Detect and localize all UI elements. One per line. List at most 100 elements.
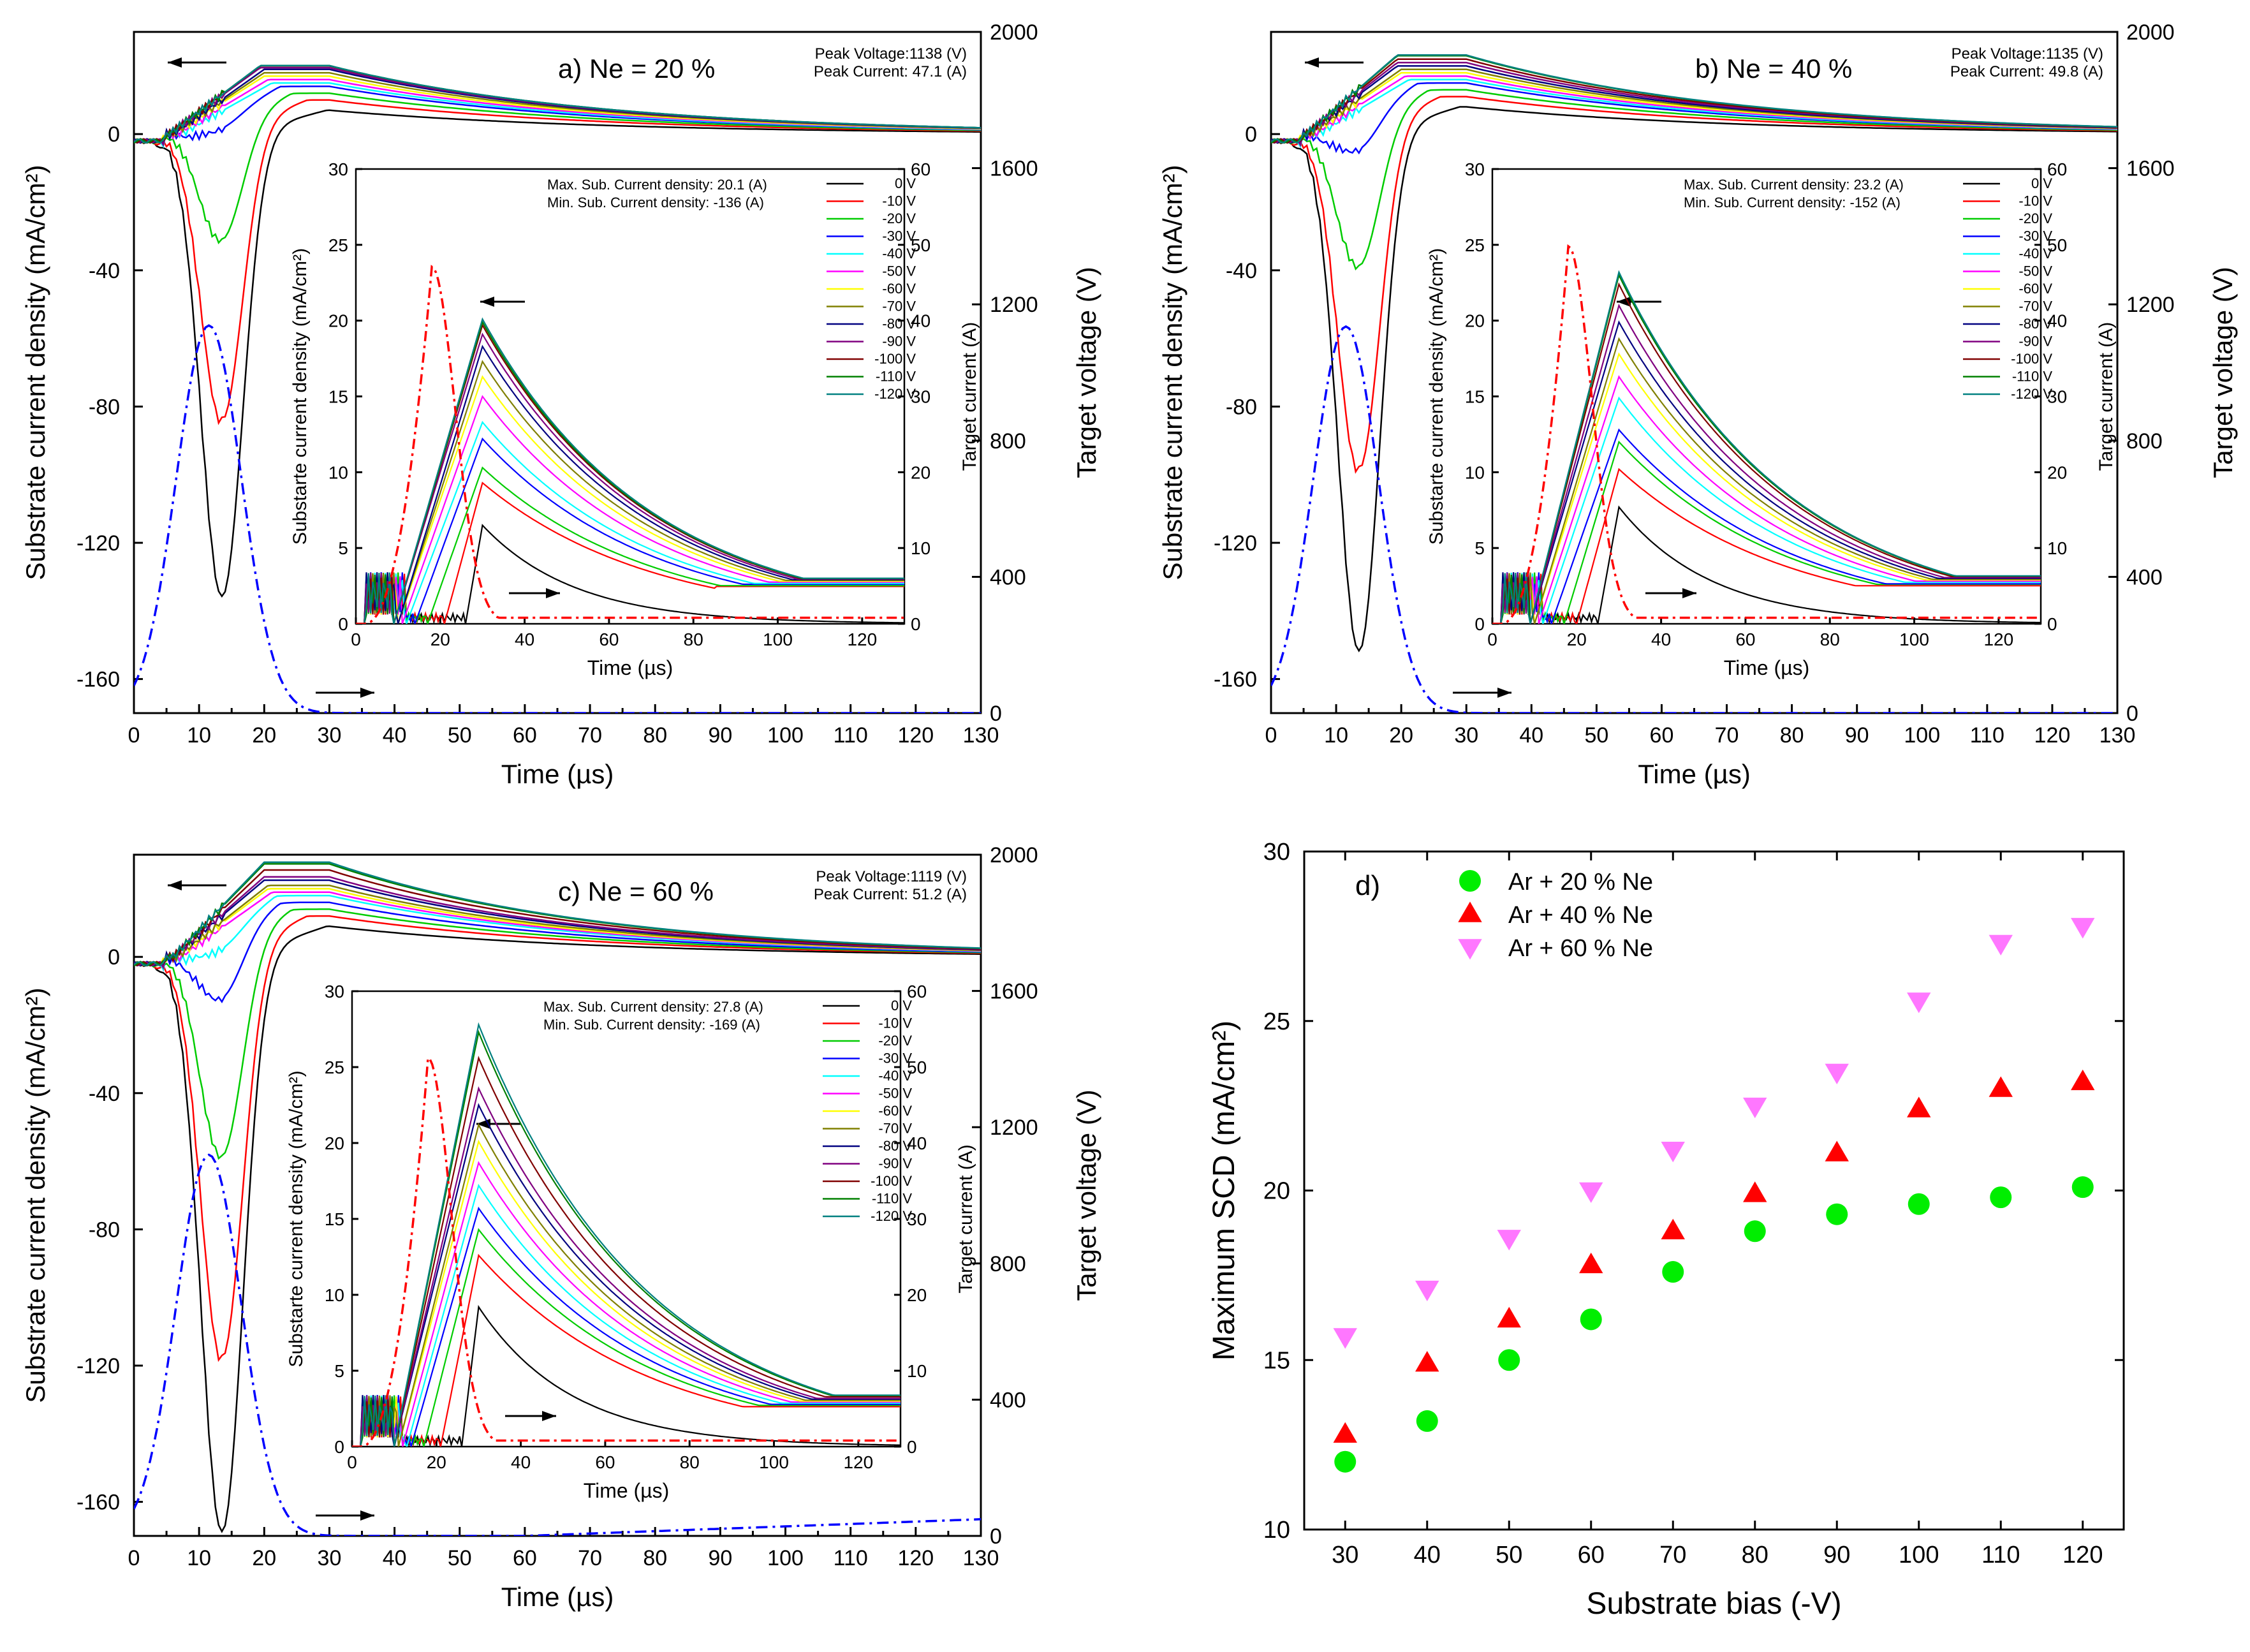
scd-curve-6 [134,75,981,144]
inset-x-tick-label: 0 [351,630,361,649]
inset-x-tick-label: 120 [847,630,877,649]
inset-scd-curve-7 [352,1123,901,1447]
scd-curve-6 [1271,71,2117,144]
inset-right-arrow-icon [509,588,560,598]
legend-label: -30 V [878,1051,912,1066]
legend-label: -90 V [882,334,916,350]
inset-y2-tick-label: 20 [907,1285,927,1305]
legend-label: -110 V [2012,369,2053,385]
scd-curve-12 [134,861,981,967]
data-point [1989,934,2013,956]
x-tick-label: 60 [513,723,537,748]
data-point [1661,1218,1685,1240]
x-tick-label: 120 [897,1546,934,1570]
inset-y2-tick-label: 0 [911,614,921,634]
target-current-curve [352,1056,901,1447]
data-point [1333,1328,1357,1349]
legend-label: -40 V [882,246,916,262]
x-tick-label: 20 [252,1546,276,1570]
inset-y-tick-label: 25 [1465,235,1485,255]
y2-tick-label: 800 [2126,429,2163,454]
inset-scd-curve-4 [352,1183,901,1447]
scd-curve-4 [1271,78,2117,149]
inset-y-tick-label: 0 [1474,614,1485,634]
data-point [1826,1203,1848,1225]
inset-x-tick-label: 120 [843,1452,873,1472]
scd-curve-2 [1271,89,2117,271]
inset: 0 20 40 60 80 100 120 0 5 10 15 20 25 30 0 10 20 30 40 50 60… [286,982,976,1502]
series-0 [1334,1176,2094,1473]
inset-right-arrow-icon [505,1411,556,1421]
data-point [1334,1450,1357,1473]
inset-y-axis-label: Substarte current density (mA/cm²) [286,1070,307,1367]
arrow-head [360,1510,374,1521]
inset-scd-curve-0 [1492,505,2041,624]
x-tick-label: 50 [448,723,472,748]
legend-label: -70 V [882,299,916,314]
x-tick-label: 0 [128,1546,140,1570]
x-tick-label: 90 [1823,1542,1850,1568]
legend-label: -60 V [882,281,916,297]
x-axis-label: Time (µs) [1638,759,1751,789]
y2-axis-label: Target voltage (V) [1071,267,1101,478]
scd-curve-0 [134,109,981,598]
data-point [1497,1230,1521,1251]
data-point [1907,1096,1931,1117]
min-scd-text: Min. Sub. Current density: -152 (A) [1684,195,1901,210]
data-point [1825,1063,1849,1085]
inset-y2-tick-label: 60 [911,159,930,179]
inset-y2-tick-label: 10 [2047,538,2067,558]
inset-scd-curve-9 [352,1086,901,1447]
inset-scd-curve-3 [1492,428,2041,624]
scd-curve-8 [134,68,981,145]
inset-scd-curve-4 [356,420,904,624]
x-tick-label: 30 [318,723,342,748]
inset-y-tick-label: 10 [1465,462,1485,482]
panel-b: 0 10 20 30 40 50 60 70 80 90 100 110 120 130-160-120-… [1158,20,2238,789]
arrow-head [546,588,560,598]
scd-curve-2 [134,92,981,244]
legend-marker [1458,939,1482,960]
scd-curve-10 [134,869,981,967]
legend-label: -70 V [878,1121,912,1137]
y-tick-label: -80 [1226,395,1257,419]
legend-label: Ar + 60 % Ne [1508,935,1653,962]
inset-y-tick-label: 10 [328,462,348,482]
legend-label: Ar + 40 % Ne [1508,902,1653,929]
arrow-head [542,1411,556,1421]
x-tick-label: 50 [1584,723,1608,748]
x-tick-label: 80 [1780,723,1804,748]
x-tick-label: 40 [1519,723,1543,748]
scd-curve-0 [134,925,981,1533]
peak-current-label: Peak Current: 51.2 (A) [814,886,967,903]
x-tick-label: 120 [2034,723,2071,748]
data-point [1990,1186,2012,1209]
inset-x-tick-label: 80 [1820,630,1840,649]
peak-current-label: Peak Current: 47.1 (A) [814,63,967,80]
y-tick-label: -160 [77,1491,120,1515]
inset-x-tick-label: 20 [427,1452,446,1472]
legend-label: -30 V [2018,228,2052,244]
peak-current-label: Peak Current: 49.8 (A) [1950,63,2103,80]
legend-label: -90 V [878,1156,912,1172]
inset-y2-axis-label: Target current (A) [2096,322,2117,471]
scd-curve-5 [134,891,981,967]
x-tick-label: 90 [708,723,732,748]
peak-voltage-label: Peak Voltage:1135 (V) [1952,45,2103,63]
x-tick-label: 90 [708,1546,732,1570]
inset-y2-tick-label: 40 [907,1133,927,1153]
panel-label: b) Ne = 40 % [1695,54,1852,84]
inset-y2-tick-label: 60 [2047,159,2067,179]
data-point [1744,1220,1766,1243]
y-tick-label: 20 [1263,1178,1290,1205]
inset-y-tick-label: 0 [338,614,348,634]
inset-scd-curve-2 [352,1228,901,1447]
inset-scd-curve-1 [356,482,904,624]
x-tick-label: 80 [643,723,667,748]
legend-label: 0 V [2031,175,2052,191]
legend-label: -50 V [2018,263,2052,279]
inset-y-tick-label: 15 [1465,387,1485,407]
target-current-curve [356,265,904,624]
data-point [1416,1410,1438,1432]
